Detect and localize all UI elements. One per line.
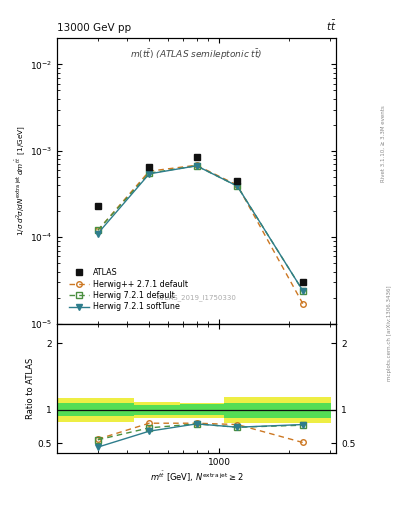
Herwig++ 2.7.1 default: [300, 301, 305, 307]
Text: ATLAS_2019_I1750330: ATLAS_2019_I1750330: [156, 294, 237, 301]
Text: $m(t\bar{t})$ (ATLAS semileptonic $t\bar{t}$): $m(t\bar{t})$ (ATLAS semileptonic $t\bar…: [130, 47, 263, 62]
Text: Rivet 3.1.10, ≥ 3.3M events: Rivet 3.1.10, ≥ 3.3M events: [381, 105, 386, 182]
Y-axis label: $1/\sigma\;d^2\!\sigma/dN^{\rm extra\;jet}\,dm^{t\bar{t}}$  [1/GeV]: $1/\sigma\;d^2\!\sigma/dN^{\rm extra\;je…: [13, 125, 27, 237]
Text: 13000 GeV pp: 13000 GeV pp: [57, 23, 131, 33]
Herwig++ 2.7.1 default: [95, 227, 100, 233]
Herwig 7.2.1 softTune: [300, 288, 305, 294]
Herwig++ 2.7.1 default: [147, 168, 152, 174]
Text: $t\bar{t}$: $t\bar{t}$: [325, 19, 336, 33]
Herwig 7.2.1 default: [235, 183, 240, 189]
ATLAS: [194, 154, 199, 160]
Herwig 7.2.1 default: [194, 163, 199, 169]
Herwig 7.2.1 softTune: [194, 163, 199, 169]
Herwig++ 2.7.1 default: [194, 162, 199, 168]
Herwig 7.2.1 default: [95, 227, 100, 233]
ATLAS: [235, 178, 240, 184]
Y-axis label: Ratio to ATLAS: Ratio to ATLAS: [26, 358, 35, 419]
ATLAS: [95, 203, 100, 209]
Text: mcplots.cern.ch [arXiv:1306.3436]: mcplots.cern.ch [arXiv:1306.3436]: [387, 285, 391, 380]
Line: Herwig 7.2.1 default: Herwig 7.2.1 default: [95, 163, 306, 293]
Line: Herwig++ 2.7.1 default: Herwig++ 2.7.1 default: [95, 162, 306, 306]
Line: ATLAS: ATLAS: [94, 154, 306, 286]
ATLAS: [147, 164, 152, 170]
X-axis label: $m^{t\bar{t}}$ [GeV], $N^{\rm extra\;jet} \geq 2$: $m^{t\bar{t}}$ [GeV], $N^{\rm extra\;jet…: [150, 470, 243, 484]
Herwig 7.2.1 softTune: [235, 183, 240, 189]
Herwig 7.2.1 default: [300, 288, 305, 294]
ATLAS: [300, 279, 305, 285]
Herwig 7.2.1 softTune: [95, 230, 100, 237]
Herwig 7.2.1 softTune: [147, 171, 152, 177]
Herwig 7.2.1 default: [147, 170, 152, 176]
Line: Herwig 7.2.1 softTune: Herwig 7.2.1 softTune: [95, 163, 306, 293]
Herwig++ 2.7.1 default: [235, 182, 240, 188]
Legend: ATLAS, Herwig++ 2.7.1 default, Herwig 7.2.1 default, Herwig 7.2.1 softTune: ATLAS, Herwig++ 2.7.1 default, Herwig 7.…: [66, 266, 191, 314]
